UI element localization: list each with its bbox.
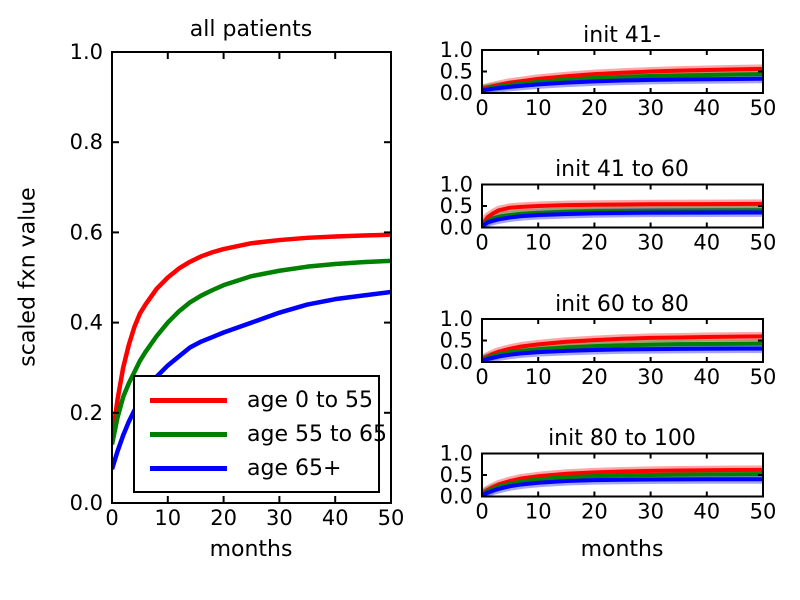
svg-text:0.6: 0.6: [70, 220, 103, 244]
svg-text:40: 40: [693, 96, 720, 120]
svg-text:0.5: 0.5: [440, 60, 473, 84]
svg-text:40: 40: [322, 506, 349, 530]
subplot-title-init-41-to-60: init 41 to 60: [555, 157, 689, 182]
main-y-axis-label: scaled fxn value: [15, 187, 41, 367]
svg-text:0.0: 0.0: [70, 491, 103, 515]
svg-text:0: 0: [105, 506, 118, 530]
svg-text:0.0: 0.0: [440, 350, 473, 374]
svg-text:0.0: 0.0: [440, 81, 473, 105]
svg-text:20: 20: [581, 500, 608, 524]
svg-text:0.5: 0.5: [440, 463, 473, 487]
svg-text:40: 40: [693, 231, 720, 255]
svg-text:50: 50: [750, 231, 777, 255]
svg-text:1.0: 1.0: [440, 442, 473, 466]
svg-text:50: 50: [750, 96, 777, 120]
subplot-title-init-80-to-100: init 80 to 100: [548, 426, 696, 451]
svg-text:1.0: 1.0: [440, 307, 473, 331]
legend-label: age 65+: [247, 455, 342, 481]
main-chart-title: all patients: [189, 17, 313, 42]
svg-text:0.8: 0.8: [70, 130, 103, 154]
svg-text:30: 30: [637, 231, 664, 255]
svg-text:10: 10: [525, 500, 552, 524]
svg-text:0.0: 0.0: [440, 485, 473, 509]
svg-text:10: 10: [525, 365, 552, 389]
svg-text:0: 0: [475, 365, 488, 389]
legend-entry-age-55-to-65: age 55 to 65: [150, 422, 387, 447]
legend: age 0 to 55 age 55 to 65 age 65+: [133, 375, 387, 493]
legend-entry-age-65-plus: age 65+: [150, 456, 378, 481]
svg-text:10: 10: [525, 96, 552, 120]
svg-text:0.0: 0.0: [440, 216, 473, 240]
svg-text:20: 20: [581, 231, 608, 255]
legend-label: age 55 to 65: [247, 421, 388, 447]
svg-text:50: 50: [378, 506, 405, 530]
main-x-axis-label: months: [209, 537, 293, 562]
svg-text:0: 0: [475, 231, 488, 255]
svg-text:10: 10: [525, 231, 552, 255]
legend-line-blue: [150, 465, 227, 471]
svg-text:20: 20: [581, 96, 608, 120]
svg-text:0.2: 0.2: [70, 401, 103, 425]
svg-text:50: 50: [750, 500, 777, 524]
svg-text:0.4: 0.4: [70, 311, 103, 335]
svg-text:0: 0: [475, 500, 488, 524]
subplot-x-axis-label: months: [580, 537, 664, 562]
svg-text:10: 10: [154, 506, 181, 530]
svg-text:1.0: 1.0: [440, 173, 473, 197]
svg-text:40: 40: [693, 500, 720, 524]
svg-text:40: 40: [693, 365, 720, 389]
subplot-title-init-60-to-80: init 60 to 80: [555, 292, 689, 317]
svg-text:30: 30: [637, 365, 664, 389]
svg-text:1.0: 1.0: [70, 40, 103, 64]
svg-text:20: 20: [210, 506, 237, 530]
svg-text:50: 50: [750, 365, 777, 389]
svg-text:20: 20: [581, 365, 608, 389]
legend-line-red: [150, 397, 227, 403]
svg-text:0.5: 0.5: [440, 329, 473, 353]
svg-text:30: 30: [266, 506, 293, 530]
svg-text:30: 30: [637, 500, 664, 524]
legend-line-green: [150, 431, 227, 437]
svg-text:30: 30: [637, 96, 664, 120]
subplot-title-init-41-minus: init 41-: [583, 23, 661, 48]
legend-entry-age-0-to-55: age 0 to 55: [150, 388, 378, 413]
legend-label: age 0 to 55: [247, 387, 374, 413]
svg-text:1.0: 1.0: [440, 38, 473, 62]
svg-text:0.5: 0.5: [440, 194, 473, 218]
svg-text:0: 0: [475, 96, 488, 120]
